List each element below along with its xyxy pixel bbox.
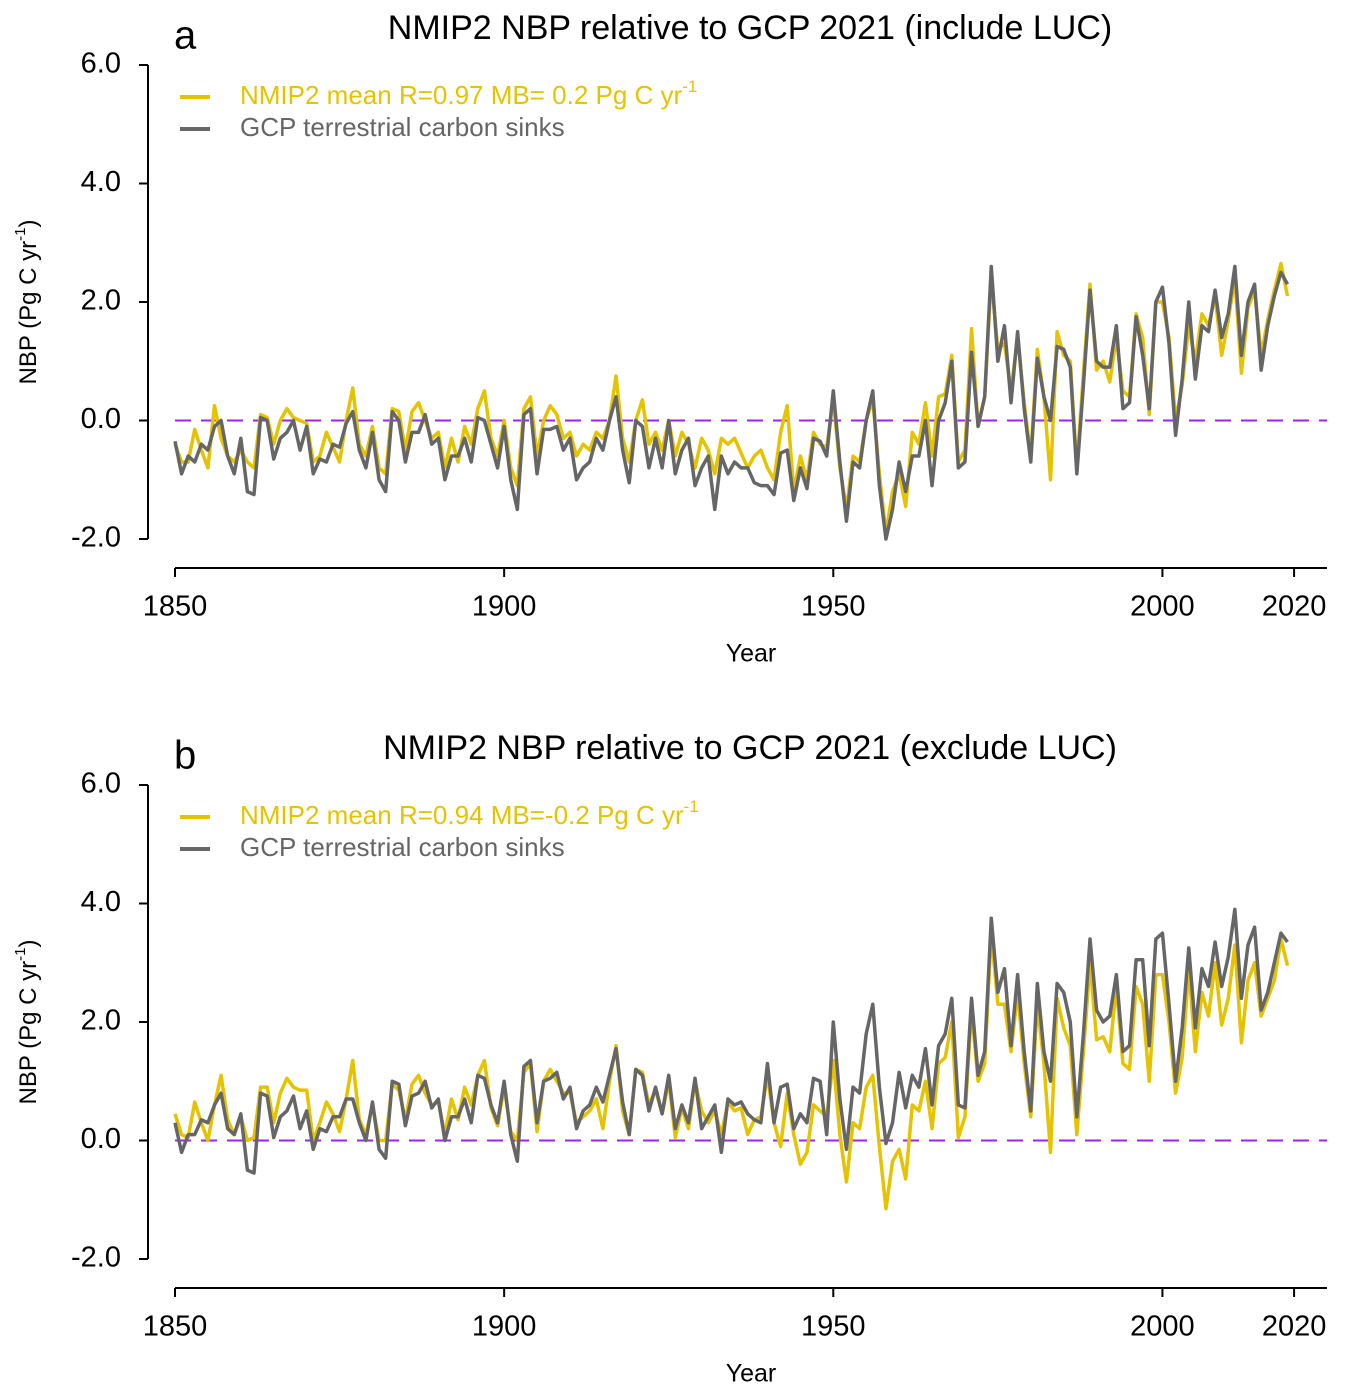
x-tick-label: 1900 [472,1311,537,1343]
legend-label-sup: -1 [684,797,699,816]
legend-label-sup: -1 [682,77,697,96]
x-tick-label: 2000 [1130,1311,1195,1343]
y-axis-label-part: -1 [12,948,29,961]
y-axis-label-part: ) [15,940,42,948]
y-axis-label: NBP (Pg C yr-1) [12,220,42,385]
x-tick-label: 1950 [801,1311,866,1343]
legend-label: GCP terrestrial carbon sinks [240,832,565,862]
y-tick-label: 6.0 [81,48,121,80]
x-axis-label: Year [726,1360,777,1388]
y-tick-label: -2.0 [71,522,121,554]
x-tick-label: 1950 [801,591,866,623]
x-tick-label: 1850 [143,591,208,623]
x-tick-label: 1850 [143,1311,208,1343]
x-axis-label: Year [726,640,777,668]
y-tick-label: 2.0 [81,285,121,317]
x-tick-label: 1900 [472,591,537,623]
legend-label-text: GCP terrestrial carbon sinks [240,832,565,862]
x-tick-label: 2020 [1262,591,1327,623]
y-axis-label-part: NBP (Pg C yr [15,961,42,1105]
chart-title: NMIP2 NBP relative to GCP 2021 (exclude … [383,729,1117,767]
legend-label-text: GCP terrestrial carbon sinks [240,112,565,142]
y-tick-label: -2.0 [71,1242,121,1274]
chart-title: NMIP2 NBP relative to GCP 2021 (include … [388,9,1112,47]
data-line [173,907,1289,1175]
legend-label: GCP terrestrial carbon sinks [240,112,565,142]
legend-label: NMIP2 mean R=0.94 MB=-0.2 Pg C yr-1 [240,797,699,830]
y-tick-label: 2.0 [81,1005,121,1037]
y-tick-label: 0.0 [81,1123,121,1155]
panel-label: b [174,734,196,778]
y-tick-label: 6.0 [81,768,121,800]
y-tick-label: 0.0 [81,403,121,435]
x-tick-label: 2000 [1130,591,1195,623]
data-line [173,264,1290,541]
y-tick-label: 4.0 [81,886,121,918]
y-tick-label: 4.0 [81,166,121,198]
data-line [173,931,1290,1211]
panel-label: a [174,14,197,58]
y-axis-label: NBP (Pg C yr-1) [12,940,42,1105]
legend-label-text: NMIP2 mean R=0.94 MB=-0.2 Pg C yr [240,800,684,830]
legend-label-text: NMIP2 mean R=0.97 MB= 0.2 Pg C yr [240,80,683,110]
y-axis-label-part: -1 [12,228,29,241]
x-tick-label: 2020 [1262,1311,1327,1343]
y-axis-label-part: NBP (Pg C yr [15,241,42,385]
legend-label: NMIP2 mean R=0.97 MB= 0.2 Pg C yr-1 [240,77,697,110]
y-axis-label-part: ) [15,220,42,228]
